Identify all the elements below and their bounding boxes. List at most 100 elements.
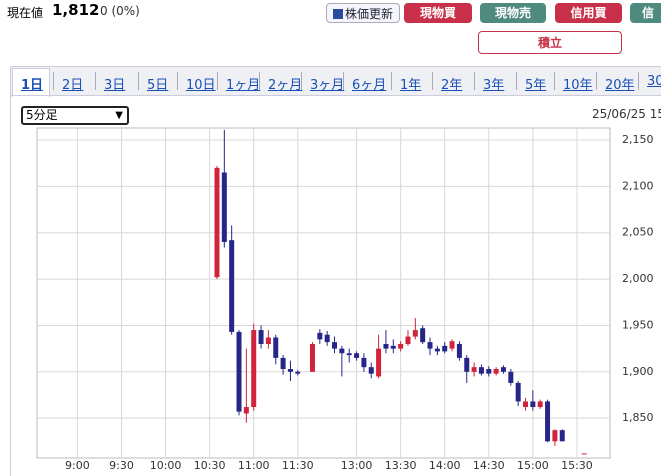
candle-body [346,353,352,356]
candle-body [273,337,279,358]
candle-body [552,430,558,442]
period-tab[interactable]: 3ヶ月 [310,78,345,93]
period-tab[interactable]: 30 [647,74,661,89]
buy-button[interactable]: 現物買 [404,3,472,23]
period-tab[interactable]: 3日 [104,78,126,93]
x-tick-label: 10:30 [194,459,226,472]
candle-body [317,332,323,340]
tab-separator [138,72,139,90]
timestamp: 25/06/25 15 [592,107,661,121]
period-tab[interactable]: 2年 [441,78,463,93]
x-tick-label: 11:30 [282,459,314,472]
tab-separator [516,72,517,90]
x-tick-label: 10:00 [150,459,182,472]
candle-body [515,382,521,402]
candle-body [280,357,286,370]
period-tab[interactable]: 3年 [483,78,505,93]
x-tick-label: 15:00 [517,459,549,472]
candle-body [434,348,440,352]
margin-buy-button[interactable]: 信用買 [555,3,622,23]
x-tick-label: 13:00 [341,459,373,472]
active-tab-bg [12,68,50,97]
candle-body [486,369,492,374]
tab-separator [217,72,218,90]
accumulate-button[interactable]: 積立 [478,31,622,54]
refresh-label: 株価更新 [344,7,393,21]
candle-body [449,341,455,349]
chart-panel [10,95,661,476]
candle-body [258,330,264,344]
interval-label: 5分足 [26,108,58,122]
tab-separator [596,72,597,90]
price-change: 0 (0%) [100,4,140,18]
candle-body [251,330,257,408]
candle-body [354,353,360,358]
candle-body [442,345,448,352]
tab-separator [177,72,178,90]
tab-separator [95,72,96,90]
tab-separator [53,72,54,90]
candle-body [236,331,242,412]
tab-bar [10,66,661,96]
candle-body [508,371,514,383]
candle-body [464,357,470,372]
y-tick-label: 2,100 [622,179,654,192]
candle-body [530,401,536,408]
candle-body [537,401,543,408]
x-tick-label: 14:30 [473,459,505,472]
candle-body [405,336,411,344]
candle-body [214,167,220,278]
candle-body [383,343,389,349]
candle-body [309,343,315,372]
period-tab[interactable]: 1日 [21,78,44,93]
candle-body [420,328,426,343]
y-tick-label: 1,950 [622,318,654,331]
period-tab[interactable]: 6ヶ月 [352,78,387,93]
candle-body [581,453,587,455]
y-tick-label: 1,850 [622,411,654,424]
period-tab[interactable]: 2ヶ月 [268,78,303,93]
candle-body [265,337,271,344]
period-tab[interactable]: 10日 [186,78,216,93]
candle-body [332,342,338,349]
margin-sell-button[interactable]: 信 [630,3,661,23]
period-tab[interactable]: 5日 [147,78,169,93]
x-tick-label: 9:00 [65,459,90,472]
candle-body [390,345,396,349]
x-tick-label: 15:30 [561,459,593,472]
period-tab[interactable]: 2日 [62,78,84,93]
period-tab[interactable]: 10年 [563,78,593,93]
refresh-button[interactable]: 株価更新 [326,3,400,23]
price: 1,812 [52,1,100,19]
tab-separator [474,72,475,90]
candle-body [523,401,529,408]
candle-body [478,367,484,374]
x-tick-label: 11:00 [238,459,270,472]
sell-button[interactable]: 現物売 [480,3,546,23]
tab-separator [554,72,555,90]
tab-separator [343,72,344,90]
tab-separator [301,72,302,90]
candle-body [243,407,249,414]
tab-separator [391,72,392,90]
candle-body [295,371,301,374]
period-tab[interactable]: 5年 [525,78,547,93]
y-tick-label: 1,900 [622,365,654,378]
candle-body [221,172,227,243]
period-tab[interactable]: 1ヶ月 [226,78,261,93]
candle-body [324,334,330,343]
candle-body [500,367,506,372]
candle-body [368,367,374,374]
candle-body [545,401,551,442]
interval-select[interactable]: 5分足 ▼ [21,106,129,125]
candle-body [376,348,382,377]
period-tab[interactable]: 1年 [400,78,422,93]
candle-body [398,343,404,349]
period-tab[interactable]: 20年 [605,78,635,93]
candle-body [493,369,499,374]
tab-separator [259,72,260,90]
x-tick-label: 14:00 [429,459,461,472]
x-tick-label: 13:30 [385,459,417,472]
